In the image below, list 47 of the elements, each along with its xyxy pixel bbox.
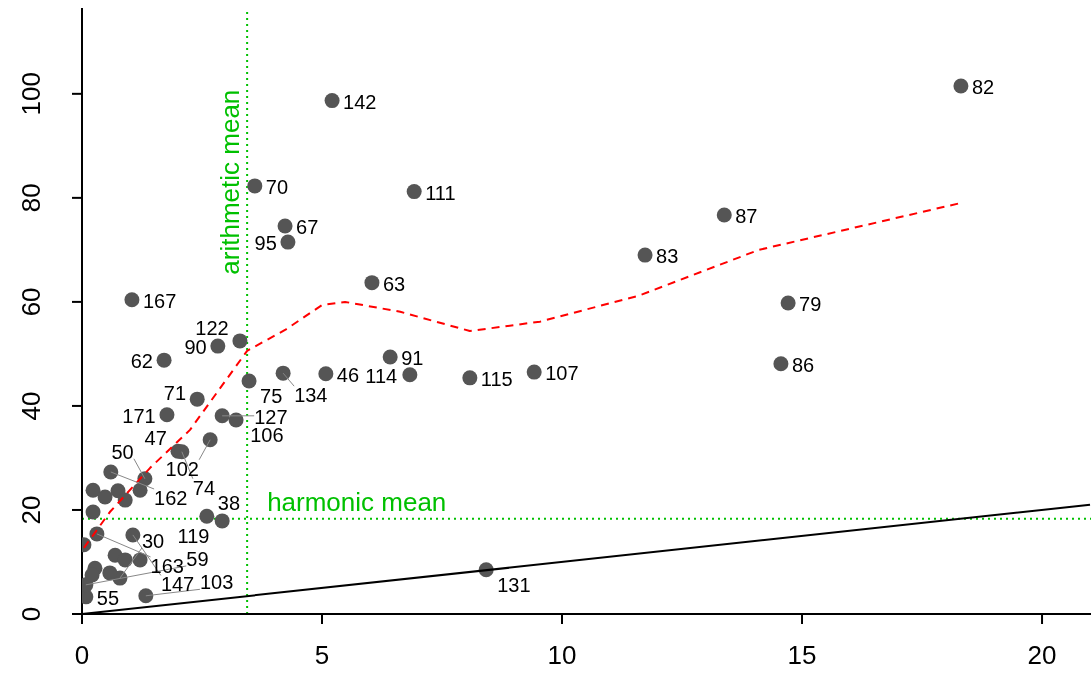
annotation: 30 (141, 530, 165, 552)
y-tick-label: 40 (16, 391, 46, 421)
annotation: 86 (791, 353, 815, 376)
y-tick-label: 100 (16, 72, 46, 116)
annotation: 38 (217, 492, 241, 515)
annotation: 119 (177, 524, 210, 547)
annotation: 59 (186, 547, 209, 570)
annotation: 142 (343, 90, 377, 113)
annotation: 83 (656, 245, 679, 268)
annotation: 75 (260, 384, 283, 407)
annotation: 79 (799, 292, 822, 315)
annotation: 107 (545, 362, 579, 385)
annotation: 115 (480, 367, 513, 390)
annotation: 134 (294, 384, 328, 407)
annotation: 63 (382, 272, 406, 295)
y-tick-label: 60 (16, 287, 46, 317)
annotation: 82 (971, 76, 995, 99)
annotation: 162 (154, 486, 188, 509)
annotation: 50 (111, 440, 134, 463)
y-tick-label: 0 (16, 606, 46, 622)
annotation: 90 (184, 336, 207, 359)
annotation: 103 (199, 571, 234, 594)
annotation: 62 (130, 350, 153, 373)
y-tick-label: 80 (16, 183, 46, 213)
x-tick-label: 5 (314, 640, 330, 670)
annotation: 47 (144, 427, 167, 450)
x-tick-label: 10 (547, 640, 577, 670)
x-tick-label: 15 (787, 640, 817, 670)
ref-line-label: harmonic mean (267, 486, 447, 517)
annotation: 111 (425, 181, 456, 204)
annotation: 171 (122, 404, 156, 427)
annotation: 55 (96, 586, 120, 609)
ref-line-label: arithmetic mean (215, 89, 246, 275)
annotation: 67 (296, 215, 319, 238)
annotation: 91 (401, 347, 424, 370)
annotation: 122 (195, 316, 229, 339)
y-tick-label: 20 (16, 495, 46, 525)
annotation: 46 (336, 363, 360, 386)
annotation: 114 (365, 364, 398, 387)
annotation: 87 (735, 205, 758, 228)
annotation: 70 (265, 175, 289, 198)
annotation: 167 (142, 289, 177, 312)
x-tick-label: 20 (1027, 640, 1057, 670)
annotation: 71 (163, 382, 187, 405)
annotation: 95 (254, 232, 277, 255)
annotation: 131 (497, 573, 531, 596)
x-tick-label: 0 (74, 640, 90, 670)
